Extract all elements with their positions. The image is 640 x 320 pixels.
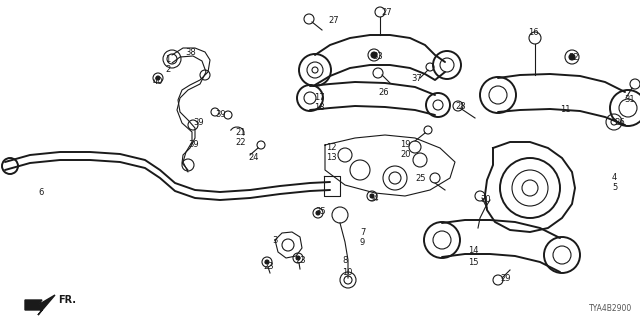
Text: 15: 15: [468, 258, 479, 267]
Text: 1: 1: [165, 55, 170, 64]
Text: 13: 13: [326, 153, 337, 162]
Text: 31: 31: [624, 95, 635, 104]
Text: 22: 22: [235, 138, 246, 147]
Circle shape: [156, 76, 160, 80]
Text: 32: 32: [568, 53, 579, 62]
Text: 14: 14: [468, 246, 479, 255]
Text: 28: 28: [455, 102, 466, 111]
Text: 5: 5: [612, 183, 617, 192]
Text: 19: 19: [400, 140, 410, 149]
Polygon shape: [324, 176, 340, 196]
Text: 21: 21: [235, 128, 246, 137]
Circle shape: [371, 52, 377, 58]
Text: 39: 39: [188, 140, 198, 149]
Text: 17: 17: [314, 93, 324, 102]
Text: 39: 39: [193, 118, 204, 127]
Circle shape: [316, 211, 320, 215]
Text: TYA4B2900: TYA4B2900: [589, 304, 632, 313]
Text: 35: 35: [315, 207, 326, 216]
Text: 12: 12: [326, 143, 337, 152]
Text: 39: 39: [215, 110, 226, 119]
Text: 9: 9: [360, 238, 365, 247]
Circle shape: [569, 54, 575, 60]
Circle shape: [370, 194, 374, 198]
Text: 23: 23: [263, 262, 274, 271]
Circle shape: [265, 260, 269, 264]
Text: 37: 37: [411, 74, 422, 83]
Text: 18: 18: [314, 103, 324, 112]
Text: 2: 2: [165, 65, 170, 74]
Text: 20: 20: [400, 150, 410, 159]
Text: 16: 16: [528, 28, 539, 37]
Text: FR.: FR.: [58, 295, 76, 305]
Text: 24: 24: [248, 153, 259, 162]
Text: 25: 25: [415, 174, 426, 183]
Text: 38: 38: [185, 48, 196, 57]
Text: 29: 29: [500, 274, 511, 283]
Text: 6: 6: [38, 188, 44, 197]
Text: 27: 27: [381, 8, 392, 17]
Text: 11: 11: [560, 105, 570, 114]
Text: 36: 36: [614, 118, 625, 127]
Text: 4: 4: [612, 173, 617, 182]
Text: 33: 33: [372, 52, 383, 61]
Text: 10: 10: [342, 268, 353, 277]
Text: 30: 30: [480, 195, 491, 204]
Text: 40: 40: [153, 77, 163, 86]
Text: 34: 34: [368, 194, 379, 203]
Text: 7: 7: [360, 228, 365, 237]
Circle shape: [296, 256, 300, 260]
Text: 3: 3: [272, 236, 277, 245]
Text: 8: 8: [342, 256, 348, 265]
Text: 23: 23: [295, 256, 306, 265]
Text: 27: 27: [328, 16, 339, 25]
Text: 26: 26: [378, 88, 388, 97]
Polygon shape: [25, 295, 55, 315]
